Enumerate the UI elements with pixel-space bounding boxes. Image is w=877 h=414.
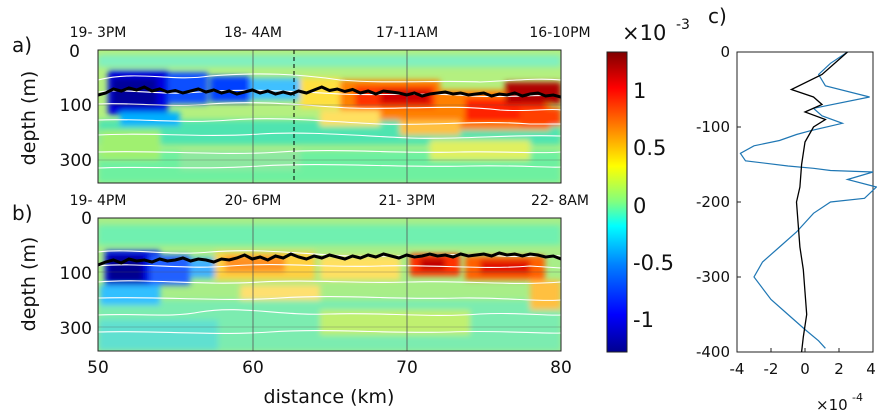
panel-c-xtick-0: 0	[800, 360, 810, 378]
colorbar-exponent-power: -3	[676, 17, 690, 33]
panel-a-mixed-layer-line	[98, 85, 561, 99]
colorbar-exponent-base: ×10	[622, 21, 666, 45]
colorbar-tick-1: 1	[633, 79, 646, 103]
colorbar-tick-0.5: 0.5	[633, 136, 666, 160]
panel-a-ytick-100: 100	[60, 96, 92, 116]
panel-a-ytick-300: 300	[60, 151, 92, 171]
panel-b-mixed-layer-line	[98, 251, 561, 267]
panel-b-time-2: 21- 3PM	[379, 193, 436, 209]
panel-b-frame	[97, 217, 562, 352]
panel-c-exponent-power: -4	[852, 391, 863, 404]
panel-b-heatmap	[98, 218, 561, 351]
panel-c-xtick-2: 2	[834, 360, 844, 378]
panel-c-label: c)	[708, 4, 727, 28]
colorbar	[606, 51, 628, 353]
xaxis-label: distance (km)	[264, 386, 395, 408]
panel-b-ytick-300: 300	[60, 319, 92, 339]
panel-c-black-profile	[789, 51, 848, 353]
panel-b-time-1: 20- 6PM	[225, 193, 282, 209]
panel-c-xtick--4: -4	[730, 360, 745, 378]
panel-a-ylabel: depth (m)	[18, 71, 40, 166]
panel-b-time-3: 22- 8AM	[531, 193, 589, 209]
panel-c-xtick-4: 4	[866, 360, 876, 378]
colorbar-tick--1: -1	[633, 308, 654, 332]
colorbar-tick--0.5: -0.5	[633, 251, 674, 275]
panel-c-ytick--300: -300	[696, 268, 730, 286]
xtick-80: 80	[550, 358, 572, 378]
colorbar-tick-0: 0	[633, 194, 646, 218]
panel-c-blue-profile	[739, 51, 877, 349]
panel-b-time-0: 19- 4PM	[70, 193, 127, 209]
panel-a-time-3: 16-10PM	[529, 25, 590, 41]
panel-b-ylabel: depth (m)	[18, 237, 40, 332]
panel-b-label: b)	[12, 201, 33, 225]
panel-c-frame	[736, 51, 874, 353]
panel-c-ytick--200: -200	[696, 193, 730, 211]
panel-b-ytick-100: 100	[60, 264, 92, 284]
panel-c-exponent-base: ×10	[816, 396, 848, 414]
panel-a-time-1: 18- 4AM	[224, 25, 282, 41]
panel-a-heatmap	[98, 50, 561, 183]
panel-c-ytick-0: 0	[720, 43, 730, 61]
panel-a-label: a)	[12, 33, 32, 57]
panel-b-ytick-0: 0	[81, 209, 92, 229]
panel-a-time-0: 19- 3PM	[70, 25, 127, 41]
xtick-50: 50	[87, 358, 109, 378]
xtick-60: 60	[242, 358, 264, 378]
panel-a-ytick-0: 0	[69, 42, 80, 62]
colorbar-exponent: ×10 -3	[622, 17, 690, 45]
xtick-70: 70	[396, 358, 418, 378]
panel-a-time-2: 17-11AM	[376, 25, 438, 41]
panel-c-ticks	[737, 126, 840, 352]
panel-c-xtick--2: -2	[764, 360, 779, 378]
panel-c-ytick--100: -100	[696, 118, 730, 136]
panel-c-ytick--400: -400	[696, 343, 730, 361]
panel-a-frame	[97, 49, 562, 184]
